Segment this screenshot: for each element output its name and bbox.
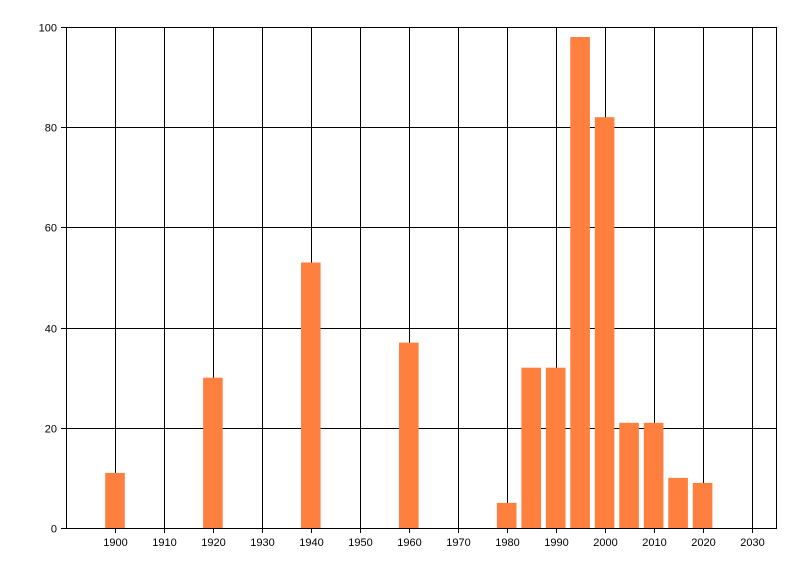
bar (105, 472, 125, 528)
bar (668, 477, 688, 528)
x-tick-label: 1900 (103, 537, 127, 549)
x-tick-label: 1940 (299, 537, 323, 549)
bar (545, 367, 566, 528)
x-tick-label: 1930 (250, 537, 274, 549)
y-tick-label: 0 (51, 524, 57, 536)
y-tick-label: 80 (45, 123, 57, 135)
bars (105, 37, 713, 528)
bar (594, 117, 615, 528)
x-tick-label: 2010 (642, 537, 666, 549)
bar (496, 502, 517, 528)
x-tick-label: 2030 (740, 537, 764, 549)
x-tick-labels: 1900 1910 1920 1930 1940 1950 1960 1970 1980 1990… (103, 537, 764, 549)
bar (521, 367, 541, 528)
axes (61, 27, 777, 533)
x-tick-label: 1920 (201, 537, 225, 549)
y-tick-labels: 0 20 40 60 80 100 (39, 23, 57, 536)
y-tick-label: 40 (45, 324, 57, 336)
bar (643, 422, 664, 528)
bar (570, 37, 590, 528)
grid (66, 27, 776, 528)
x-tick-label: 2020 (691, 537, 715, 549)
x-tick-label: 1980 (495, 537, 519, 549)
x-tick-label: 1950 (348, 537, 372, 549)
x-tick-label: 2000 (593, 537, 617, 549)
bar (203, 377, 223, 528)
bar (301, 262, 321, 528)
y-tick-label: 100 (39, 23, 57, 35)
x-tick-label: 1970 (446, 537, 470, 549)
y-tick-label: 60 (45, 223, 57, 235)
x-tick-label: 1960 (397, 537, 421, 549)
bar (399, 342, 419, 528)
bar (692, 482, 713, 528)
y-tick-label: 20 (45, 424, 57, 436)
x-tick-label: 1990 (544, 537, 568, 549)
x-tick-label: 1910 (152, 537, 176, 549)
bar (619, 422, 639, 528)
